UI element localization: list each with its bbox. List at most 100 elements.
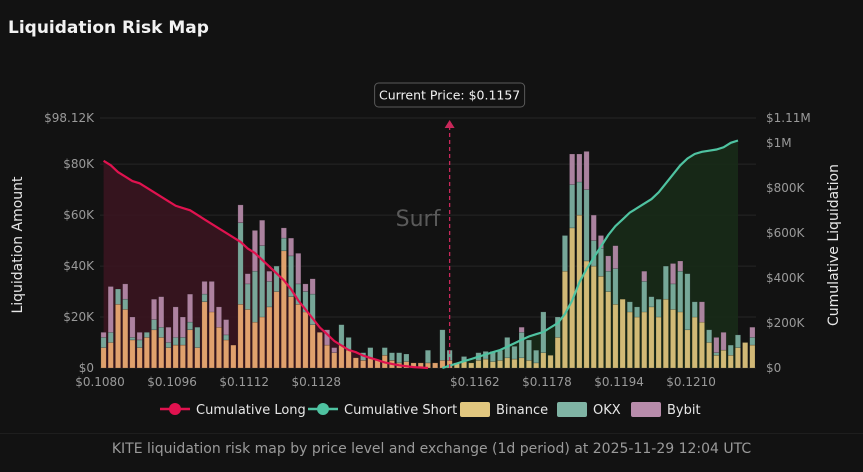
binance-bar bbox=[237, 304, 244, 369]
okx-bar bbox=[338, 324, 345, 346]
okx-bar bbox=[576, 181, 583, 216]
okx-bar bbox=[713, 352, 720, 356]
x-tick-label: $0.1210 bbox=[666, 375, 716, 389]
bybit-bar bbox=[129, 316, 136, 338]
binance-bar bbox=[165, 347, 172, 369]
binance-bar bbox=[468, 362, 475, 369]
okx-bar bbox=[143, 332, 150, 338]
binance-bar bbox=[136, 347, 143, 369]
okx-bar bbox=[237, 222, 244, 305]
bybit-bar bbox=[201, 281, 208, 295]
y-tick-label: $0 bbox=[79, 361, 94, 375]
binance-bar bbox=[115, 304, 121, 369]
binance-bar bbox=[583, 260, 590, 369]
okx-bar bbox=[735, 334, 741, 348]
okx-bar bbox=[533, 349, 540, 364]
okx-bar bbox=[403, 353, 410, 362]
binance-bar bbox=[554, 337, 561, 369]
okx-bar bbox=[115, 288, 121, 305]
binance-bar bbox=[259, 316, 266, 369]
bybit-bar bbox=[713, 337, 720, 353]
y2-axis-label: Cumulative Liquidation bbox=[826, 164, 842, 326]
okx-bar bbox=[122, 298, 129, 310]
okx-bar bbox=[172, 337, 179, 346]
bybit-bar bbox=[100, 332, 107, 338]
okx-bar bbox=[273, 265, 280, 292]
okx-bar bbox=[612, 268, 619, 305]
binance-bar bbox=[100, 347, 107, 369]
binance-bar bbox=[316, 332, 323, 369]
binance-bar bbox=[143, 337, 150, 369]
binance-bar bbox=[273, 291, 280, 369]
binance-bar bbox=[331, 352, 338, 369]
binance-bar bbox=[187, 329, 193, 369]
okx-bar bbox=[684, 273, 691, 331]
okx-bar bbox=[244, 283, 251, 310]
binance-bar bbox=[612, 304, 619, 369]
binance-bar bbox=[533, 362, 540, 369]
okx-bar bbox=[727, 344, 734, 356]
bybit-bar bbox=[720, 332, 727, 351]
binance-bar bbox=[432, 362, 439, 369]
caption-divider bbox=[0, 433, 863, 434]
binance-bar bbox=[670, 309, 676, 369]
bybit-bar bbox=[259, 219, 266, 246]
binance-bar bbox=[742, 342, 749, 369]
okx-bar bbox=[518, 332, 525, 359]
x-tick-label: $0.1162 bbox=[450, 375, 500, 389]
bybit-bar bbox=[749, 326, 756, 338]
bybit-bar bbox=[223, 319, 230, 336]
bybit-bar bbox=[569, 153, 576, 185]
okx-bar bbox=[302, 291, 309, 313]
binance-bar bbox=[576, 214, 583, 369]
binance-bar bbox=[641, 311, 648, 369]
legend-binance-swatch bbox=[460, 402, 490, 417]
binance-bar bbox=[194, 347, 201, 369]
okx-bar bbox=[554, 316, 561, 338]
bybit-bar bbox=[677, 260, 684, 272]
x-tick-label: $0.1080 bbox=[75, 375, 125, 389]
binance-bar bbox=[107, 342, 114, 369]
y2-tick-label: $1.11M bbox=[766, 111, 811, 125]
binance-bar bbox=[662, 298, 669, 369]
okx-bar bbox=[100, 337, 107, 348]
okx-bar bbox=[187, 321, 193, 330]
okx-bar bbox=[396, 352, 403, 364]
binance-bar bbox=[655, 316, 662, 369]
legend-binance-label: Binance bbox=[496, 403, 548, 418]
page-title: Liquidation Risk Map bbox=[8, 18, 209, 38]
binance-bar bbox=[648, 306, 655, 369]
binance-bar bbox=[720, 349, 727, 369]
binance-bar bbox=[547, 355, 554, 369]
y2-tick-label: $0 bbox=[766, 361, 781, 375]
binance-bar bbox=[482, 358, 489, 369]
y2-tick-label: $800K bbox=[766, 181, 806, 195]
binance-bar bbox=[151, 329, 157, 369]
binance-bar bbox=[338, 344, 345, 369]
okx-bar bbox=[626, 301, 633, 313]
bybit-bar bbox=[158, 296, 165, 328]
y-tick-label: $40K bbox=[63, 259, 95, 273]
bybit-bar bbox=[641, 270, 648, 282]
okx-bar bbox=[136, 339, 143, 348]
binance-bar bbox=[497, 360, 503, 369]
binance-bar bbox=[504, 357, 511, 369]
current-price-box bbox=[374, 82, 526, 108]
bybit-bar bbox=[165, 326, 172, 343]
binance-bar bbox=[244, 309, 251, 369]
okx-bar bbox=[677, 270, 684, 313]
binance-bar bbox=[699, 321, 705, 369]
bybit-bar bbox=[309, 278, 316, 295]
binance-bar bbox=[201, 301, 208, 369]
binance-bar bbox=[223, 339, 230, 369]
legend-okx-swatch bbox=[557, 402, 587, 417]
binance-bar bbox=[727, 355, 734, 369]
okx-bar bbox=[151, 319, 157, 331]
binance-bar bbox=[590, 265, 597, 369]
binance-bar bbox=[691, 316, 698, 369]
bybit-bar bbox=[590, 214, 597, 241]
binance-bar bbox=[735, 347, 741, 369]
okx-bar bbox=[223, 334, 230, 341]
okx-bar bbox=[749, 337, 756, 346]
